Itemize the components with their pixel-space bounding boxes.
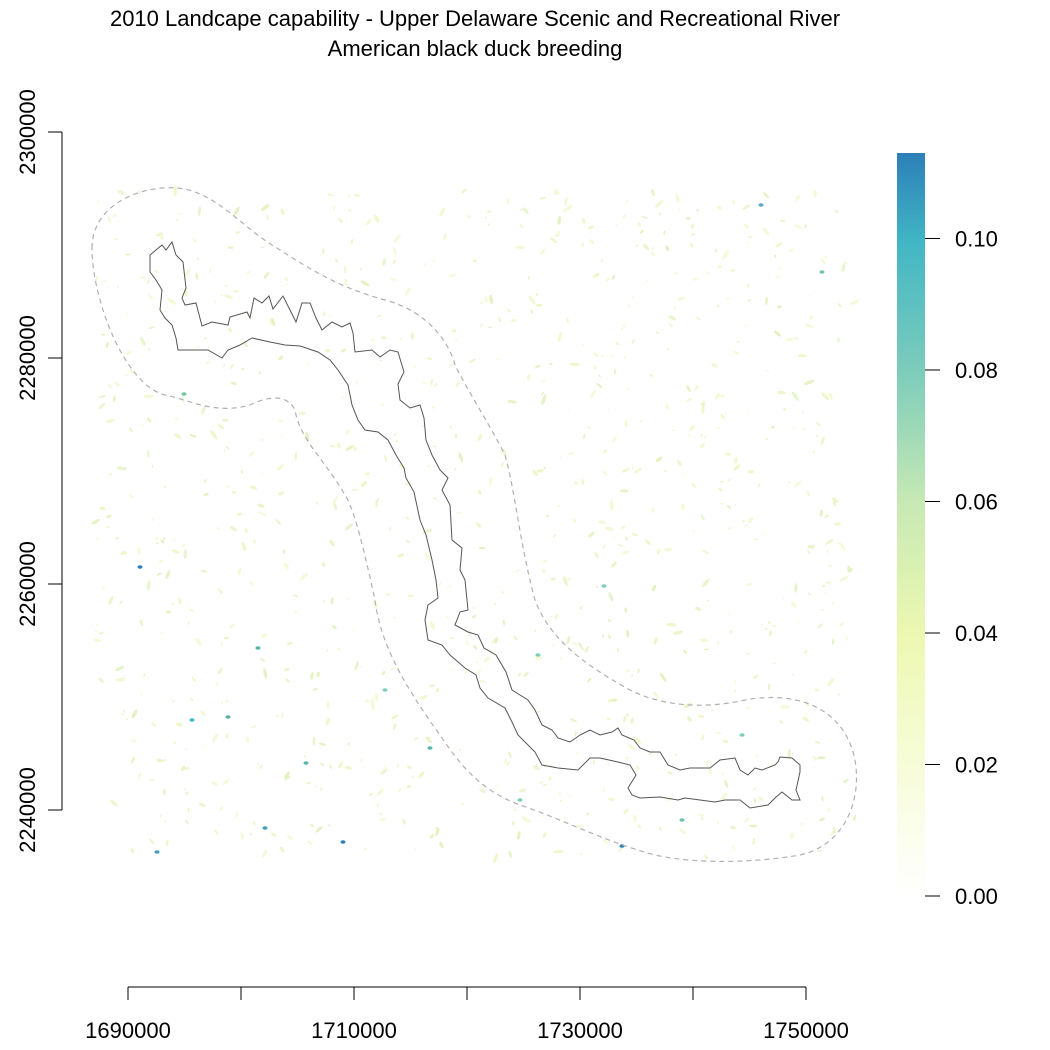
- y-tick-label: 2260000: [15, 541, 40, 627]
- buffer-outline: [91, 187, 858, 863]
- legend-tick-label: 0.02: [955, 752, 998, 777]
- map-subtitle: American black duck breeding: [327, 36, 623, 61]
- river-boundary: [149, 240, 801, 809]
- x-axis: 1690000 1710000 1730000 1750000: [85, 986, 849, 1043]
- legend-tick-label: 0.04: [955, 621, 998, 646]
- legend-tick-label: 0.10: [955, 226, 998, 251]
- y-tick-label: 2240000: [15, 767, 40, 853]
- x-tick-label: 1750000: [763, 1018, 849, 1043]
- y-tick-label: 2280000: [15, 315, 40, 401]
- x-tick-label: 1730000: [537, 1018, 623, 1043]
- y-tick-label: 2300000: [15, 89, 40, 175]
- legend-tick-label: 0.06: [955, 489, 998, 514]
- x-tick-label: 1710000: [311, 1018, 397, 1043]
- x-tick-label: 1690000: [85, 1018, 171, 1043]
- legend-tick-label: 0.00: [955, 884, 998, 909]
- map-title: 2010 Landcape capability - Upper Delawar…: [109, 6, 841, 31]
- color-legend: 0.00 0.02 0.04 0.06 0.08 0.10: [897, 153, 998, 909]
- habitat-raster: [91, 185, 859, 864]
- y-axis: 2300000 2280000 2260000 2240000: [15, 89, 63, 853]
- legend-color-bar: [897, 153, 925, 896]
- legend-tick-label: 0.08: [955, 358, 998, 383]
